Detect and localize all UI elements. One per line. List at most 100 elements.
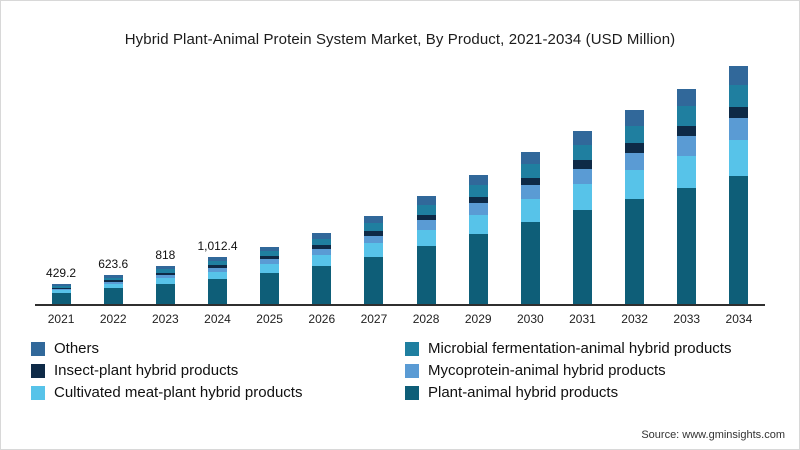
segment-mycoprotein-animal-hybrid-products	[364, 235, 384, 244]
bar-column-2034	[713, 48, 765, 304]
segment-microbial-fermentation-animal-hybrid-products	[312, 238, 332, 245]
x-axis-label-2034: 2034	[725, 312, 753, 326]
bar-value-label-2026	[320, 215, 323, 230]
segment-plant-animal-hybrid-products	[364, 256, 384, 304]
segment-others	[260, 246, 280, 252]
legend-swatch-cultivated-meat-plant	[31, 385, 45, 400]
bar-stack-2028	[416, 196, 436, 304]
bar-value-label-2027	[372, 198, 375, 213]
bar-value-label-2025	[268, 229, 271, 244]
x-axis-label-2031: 2031	[569, 312, 596, 326]
segment-cultivated-meat-plant-hybrid-products	[207, 271, 227, 279]
bar-column-2025	[244, 229, 296, 304]
bar-stack-2027	[364, 216, 384, 304]
bar-column-2029	[452, 157, 504, 304]
legend-swatch-microbial-fermentation	[405, 341, 419, 356]
segment-microbial-fermentation-animal-hybrid-products	[572, 144, 592, 161]
segment-plant-animal-hybrid-products	[729, 175, 749, 304]
segment-microbial-fermentation-animal-hybrid-products	[51, 285, 71, 288]
segment-plant-animal-hybrid-products	[677, 188, 697, 304]
segment-plant-animal-hybrid-products	[625, 199, 645, 304]
legend-label: Mycoprotein-animal hybrid products	[428, 362, 666, 379]
segment-others	[520, 151, 540, 164]
bar-value-label-2021: 429.2	[46, 266, 77, 281]
bar-value-label-2032	[633, 92, 636, 107]
segment-insect-plant-hybrid-products	[103, 280, 123, 282]
segment-microbial-fermentation-animal-hybrid-products	[729, 85, 749, 107]
segment-mycoprotein-animal-hybrid-products	[729, 118, 749, 140]
legend-swatch-others	[31, 341, 45, 356]
chart-area: 429.2 623.6 818 1,012.4 2021 2022 2023 2024 202…	[35, 54, 765, 326]
legend-item-microbial-fermentation: Microbial fermentation-animal hybrid pro…	[405, 340, 769, 357]
segment-insect-plant-hybrid-products	[729, 106, 749, 119]
segment-cultivated-meat-plant-hybrid-products	[260, 264, 280, 274]
segment-insect-plant-hybrid-products	[677, 125, 697, 137]
bar-stack-2033	[677, 89, 697, 304]
segment-others	[364, 216, 384, 224]
legend-label: Insect-plant hybrid products	[54, 362, 239, 379]
x-axis-label-2022: 2022	[99, 312, 127, 326]
legend-item-plant-animal: Plant-animal hybrid products	[405, 384, 769, 401]
bar-stack-2030	[520, 151, 540, 304]
segment-cultivated-meat-plant-hybrid-products	[572, 184, 592, 211]
segment-cultivated-meat-plant-hybrid-products	[625, 170, 645, 200]
x-axis-label-2030: 2030	[516, 312, 544, 326]
segment-mycoprotein-animal-hybrid-products	[260, 259, 280, 265]
segment-microbial-fermentation-animal-hybrid-products	[468, 185, 488, 197]
segment-mycoprotein-animal-hybrid-products	[207, 267, 227, 272]
segment-cultivated-meat-plant-hybrid-products	[677, 155, 697, 189]
legend-swatch-insect-plant	[31, 363, 45, 378]
segment-cultivated-meat-plant-hybrid-products	[729, 139, 749, 176]
segment-cultivated-meat-plant-hybrid-products	[51, 290, 71, 294]
segment-others	[625, 110, 645, 126]
bar-stack-2025	[260, 246, 280, 304]
segment-others	[729, 66, 749, 86]
segment-microbial-fermentation-animal-hybrid-products	[207, 260, 227, 266]
legend-swatch-plant-animal	[405, 385, 419, 400]
bar-value-label-2034	[737, 48, 740, 63]
bar-column-2033	[661, 71, 713, 304]
legend-label: Cultivated meat-plant hybrid products	[54, 384, 303, 401]
segment-others	[677, 89, 697, 107]
x-axis-labels: 2021 2022 2023 2024 2025 2026 2027 2028 2029 2030…	[35, 312, 765, 326]
bar-value-label-2031	[581, 113, 584, 128]
segment-microbial-fermentation-animal-hybrid-products	[364, 223, 384, 232]
bar-value-label-2023: 818	[155, 248, 176, 263]
bar-value-label-2022: 623.6	[98, 257, 129, 272]
bar-column-2023: 818	[139, 248, 191, 304]
bar-value-label-2030	[529, 134, 532, 149]
x-axis-label-2026: 2026	[308, 312, 336, 326]
segment-plant-animal-hybrid-products	[207, 278, 227, 304]
segment-insect-plant-hybrid-products	[572, 160, 592, 169]
segment-others	[103, 275, 123, 278]
chart-legend: Others Microbial fermentation-animal hyb…	[31, 340, 769, 401]
segment-mycoprotein-animal-hybrid-products	[572, 168, 592, 185]
bar-column-2024: 1,012.4	[191, 239, 243, 304]
segment-others	[416, 196, 436, 205]
bar-column-2031	[556, 113, 608, 304]
segment-cultivated-meat-plant-hybrid-products	[312, 254, 332, 266]
segment-plant-animal-hybrid-products	[260, 273, 280, 304]
segment-mycoprotein-animal-hybrid-products	[625, 152, 645, 171]
segment-insect-plant-hybrid-products	[416, 214, 436, 221]
segment-plant-animal-hybrid-products	[572, 210, 592, 304]
segment-microbial-fermentation-animal-hybrid-products	[155, 269, 175, 273]
segment-plant-animal-hybrid-products	[468, 234, 488, 304]
x-axis-label-2027: 2027	[360, 312, 388, 326]
segment-plant-animal-hybrid-products	[312, 265, 332, 304]
x-axis-label-2023: 2023	[152, 312, 179, 326]
legend-label: Plant-animal hybrid products	[428, 384, 619, 401]
segment-mycoprotein-animal-hybrid-products	[103, 281, 123, 285]
x-axis-label-2021: 2021	[47, 312, 75, 326]
segment-insect-plant-hybrid-products	[155, 272, 175, 275]
segment-cultivated-meat-plant-hybrid-products	[520, 198, 540, 222]
bar-column-2028	[400, 178, 452, 304]
bar-value-label-2028	[424, 178, 427, 193]
segment-insect-plant-hybrid-products	[260, 256, 280, 260]
segment-mycoprotein-animal-hybrid-products	[155, 274, 175, 278]
segment-mycoprotein-animal-hybrid-products	[520, 185, 540, 199]
bar-value-label-2033	[685, 71, 688, 86]
legend-item-cultivated-meat-plant: Cultivated meat-plant hybrid products	[31, 384, 395, 401]
segment-others	[312, 232, 332, 239]
x-axis-label-2033: 2033	[673, 312, 701, 326]
